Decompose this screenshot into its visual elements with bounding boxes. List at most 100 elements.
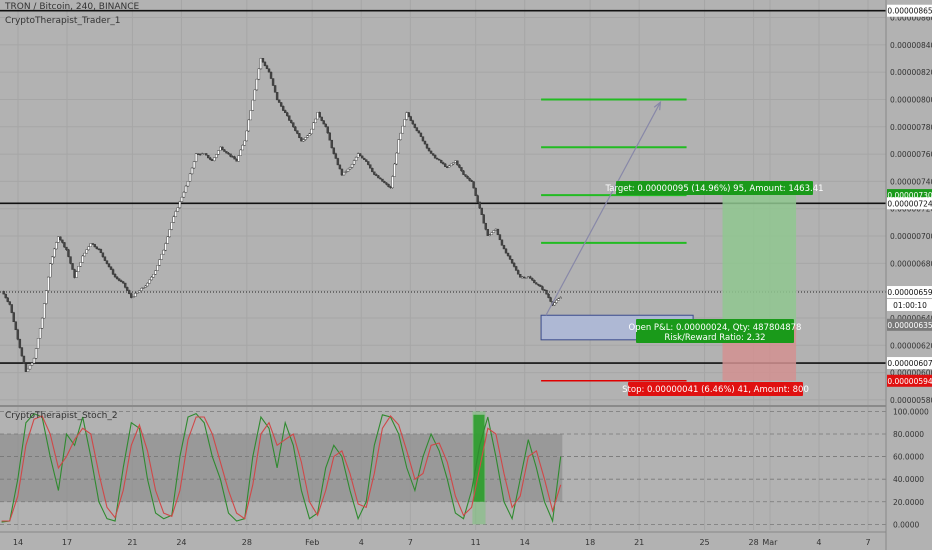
price-label-bg-0 [887,4,932,17]
candle-body [442,162,445,165]
candle-body [140,288,143,291]
candle-body [229,153,232,157]
candle-body [209,157,212,160]
candle-body [555,299,558,303]
candle-body [514,266,518,271]
candle-body [298,133,301,138]
candle-body [448,165,451,168]
rr-label: Risk/Reward Ratio: 2.32 [664,333,765,343]
candle-body [6,297,9,302]
candle-body [71,263,74,270]
candle-body [482,214,485,224]
candle-body [476,195,479,203]
candle-body [121,281,125,284]
candle-body [417,130,421,134]
candle-body [279,102,283,107]
time-tick-10: 18 [585,538,595,547]
stoch-title[interactable]: CryptoTherapist_Stoch_2 [5,411,118,421]
candle-body [107,263,111,268]
price-axis[interactable]: 0.00000860 0.00000840 0.00000820 0.00000800… [885,0,932,550]
candle-body [462,170,465,175]
candle-body [255,78,259,91]
candle-body [460,167,463,172]
symbol-title[interactable]: TRON / Bitcoin, 240, BINANCE [5,2,140,12]
stoch-series-k [1,412,562,524]
candle-body [14,321,18,331]
annotation-labels: Target: 0.00000095 (14.96%) 95, Amount: … [604,181,824,396]
candle-body [312,122,315,130]
candle-body [296,130,299,134]
candle-body [93,244,97,248]
price-tick-0: 0.00000860 [890,14,932,23]
candle-body [302,139,305,142]
candle-body [525,277,528,279]
time-tick-1: 17 [62,538,72,547]
candle-body [176,207,180,212]
candle-body [36,338,40,349]
candle-body [340,168,344,176]
candle-body [261,58,265,63]
candle-body [217,150,220,155]
candle-body [310,128,313,134]
time-axis[interactable]: 14 17 21 24 28 Feb 4 7 11 14 18 21 25 28 Mar 4 7 [0,531,886,547]
candle-body [207,154,210,159]
time-tick-0: 14 [13,538,23,547]
candle-body [348,167,352,170]
candle-body [399,132,402,140]
candle-body [211,159,214,161]
candle-body [166,236,169,244]
candle-body [156,265,159,271]
candle-body [494,228,498,231]
candle-body [235,158,238,162]
candle-body [338,164,342,170]
candle-body [360,155,364,159]
candle-body [247,119,250,132]
candle-body [533,280,536,284]
candle-body [251,99,255,111]
projection-arrow [545,101,661,316]
time-tick-2: 21 [127,538,137,547]
position-drawings[interactable] [540,98,797,382]
candle-body [119,280,123,282]
candle-body [379,177,382,180]
price-label-bg-4 [887,318,932,331]
indicator-title[interactable]: CryptoTherapist_Trader_1 [5,16,121,26]
candle-body [484,222,487,230]
candle-body [385,182,388,185]
price-label-bg-3 [887,286,932,299]
candle-body [40,317,44,329]
candle-body [541,286,544,290]
candle-body [545,289,548,295]
candle-body [553,302,556,306]
candle-body [237,155,240,162]
candle-body [468,178,471,181]
candle-body [346,168,350,172]
candle-body [300,137,303,142]
time-tick-15: 4 [816,538,821,547]
candle-body [421,136,425,142]
candle-body [126,287,129,291]
candle-body [75,271,78,278]
candle-body [472,181,475,189]
candle-body [273,85,277,93]
candle-body [393,163,396,177]
candle-body [308,133,311,136]
candle-body [200,153,204,155]
candle-body [99,249,103,253]
pnl-label: Open P&L: 0.00000024, Qty: 487804878 [629,323,802,333]
candle-body [47,276,50,291]
candle-body [498,234,502,241]
candle-body [249,110,252,121]
candle-body [213,157,216,161]
candle-body [115,276,119,279]
candle-body [38,328,42,339]
price-tick-12: 0.00000620 [890,341,932,350]
candle-body [336,158,340,166]
time-tick-12: 25 [699,538,709,547]
candle-body [381,178,384,182]
candle-body [288,115,291,121]
stochastic-pane [0,410,886,525]
candle-body [350,164,354,168]
candle-body [154,270,157,275]
